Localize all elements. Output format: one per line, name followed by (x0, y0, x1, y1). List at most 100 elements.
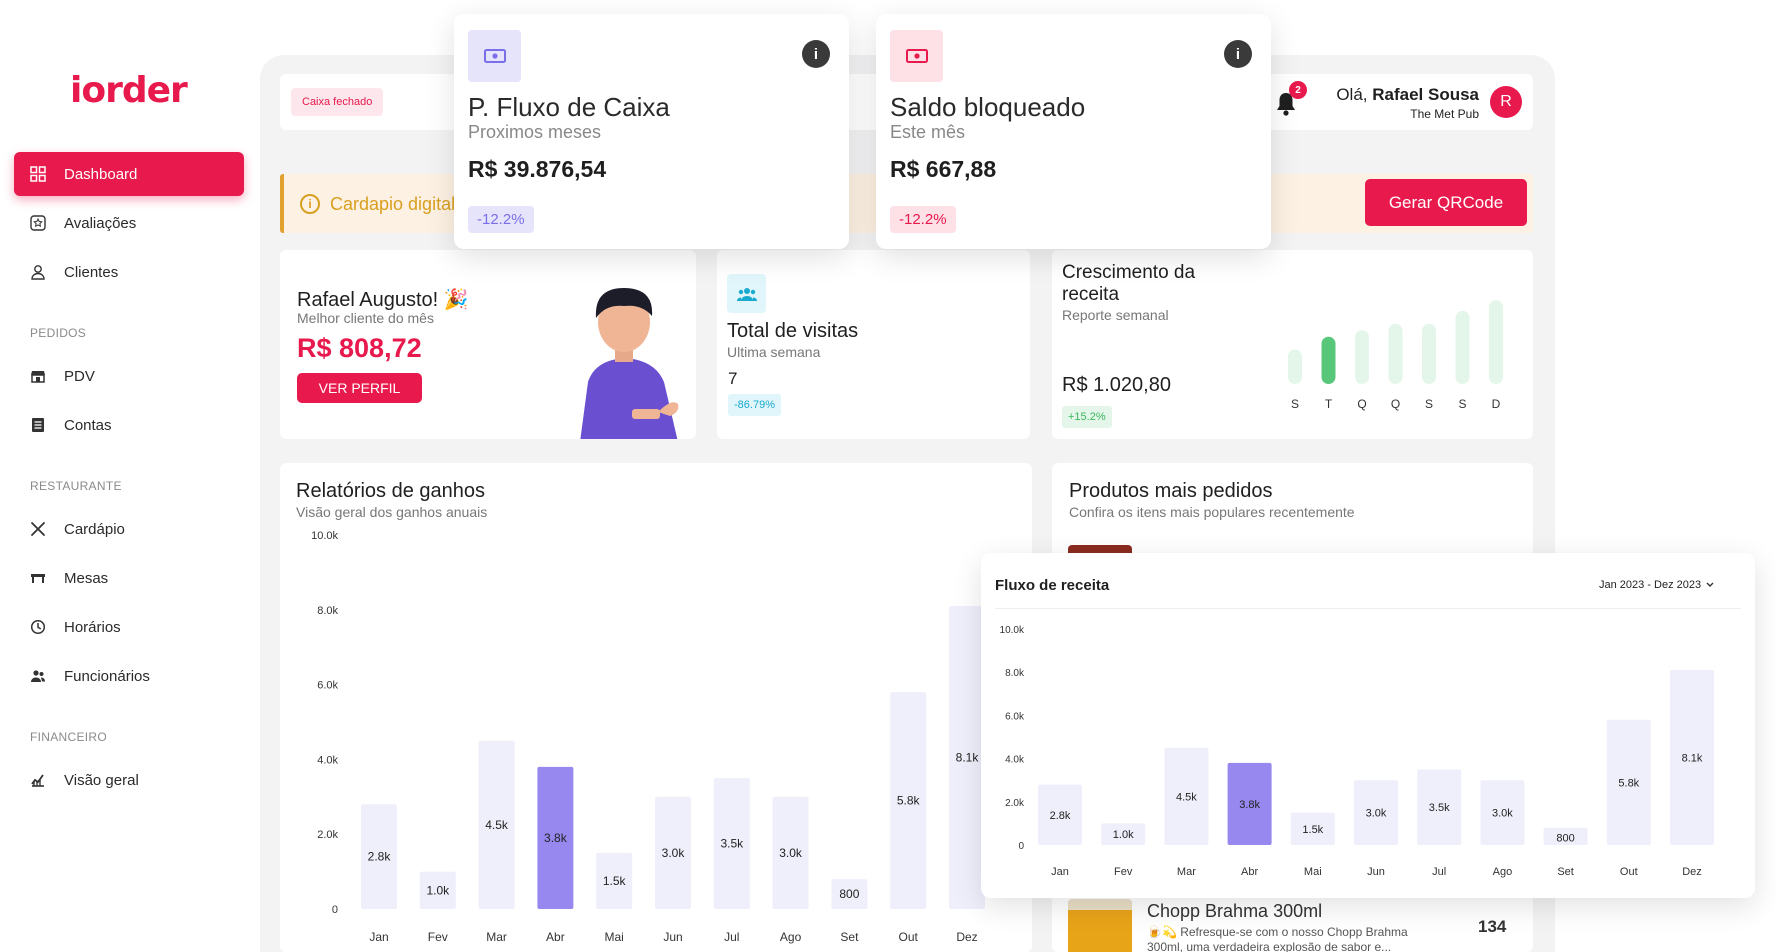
avatar-illustration (580, 288, 679, 439)
sidebar-item-mesas[interactable]: Mesas (14, 556, 244, 600)
y-tick-label: 2.0k (1005, 798, 1025, 809)
bar-value-label: 1.5k (603, 874, 627, 888)
bar (713, 778, 750, 909)
growth-bar (1422, 323, 1436, 384)
growth-bar (1489, 300, 1503, 384)
bar-value-label: 1.5k (1302, 824, 1323, 836)
earnings-title: Relatórios de ganhos (296, 480, 486, 502)
x-tick-label: Out (1620, 866, 1638, 878)
growth-value: R$ 1.020,80 (1062, 374, 1171, 396)
growth-title: Crescimento da receita (1062, 262, 1196, 305)
sidebar-item-clientes[interactable]: Clientes (14, 250, 244, 294)
clock-icon (30, 619, 46, 635)
bar-value-label: 3.0k (1492, 808, 1513, 820)
y-tick-label: 0 (332, 904, 338, 916)
x-tick-label: Ago (780, 930, 802, 944)
x-tick-label: Fev (1114, 866, 1133, 878)
visits-value: 7 (728, 369, 738, 388)
product-name: Chopp Brahma 300ml (1147, 901, 1323, 921)
x-tick-label: Jun (663, 930, 682, 944)
bar (1164, 747, 1209, 845)
bar (1101, 823, 1146, 845)
y-tick-label: 6.0k (317, 680, 338, 692)
weekday-label: T (1325, 397, 1333, 411)
money-icon (890, 30, 943, 82)
greeting: Olá, (1336, 85, 1368, 104)
bar (1417, 769, 1462, 845)
bar (890, 692, 927, 909)
x-tick-label: Mar (486, 930, 507, 944)
client-name: Rafael Augusto! (297, 289, 439, 311)
y-tick-label: 6.0k (1005, 711, 1025, 722)
money-icon (468, 30, 521, 82)
x-tick-label: Jan (1051, 866, 1069, 878)
sidebar-item-dashboard[interactable]: Dashboard (14, 152, 244, 196)
weekday-label: D (1492, 397, 1501, 411)
earnings-subtitle: Visão geral dos ganhos anuais (296, 504, 488, 520)
bar-value-label: 800 (1556, 833, 1574, 845)
cashflow-change-badge: -12.2% (468, 206, 534, 233)
sidebar-item-label: Horários (64, 618, 121, 636)
blocked-title: Saldo bloqueado (890, 92, 1086, 122)
view-profile-button[interactable]: VER PERFIL (297, 373, 422, 403)
growth-bar (1455, 310, 1470, 384)
section-restaurante: RESTAURANTE (30, 479, 122, 493)
sidebar-item-label: Avaliações (64, 214, 137, 232)
info-icon[interactable]: i (802, 40, 830, 68)
bar (1480, 780, 1525, 845)
avatar[interactable]: R (1490, 86, 1522, 118)
info-icon[interactable]: i (1224, 40, 1252, 68)
list-item[interactable]: Chopp Brahma 300ml 🍺💫 Refresque-se com o… (1068, 899, 1518, 952)
sidebar-item-horarios[interactable]: Horários (14, 605, 244, 649)
y-tick-label: 10.0k (1000, 625, 1025, 636)
notification-button[interactable]: 2 (1275, 81, 1307, 117)
bar-value-label: 3.5k (720, 837, 744, 851)
x-tick-label: Jul (1432, 866, 1446, 878)
product-count: 134 (1478, 917, 1507, 936)
users-icon (727, 274, 766, 313)
date-range-value: Jan 2023 - Dez 2023 (1599, 579, 1702, 591)
bar (1290, 812, 1335, 845)
visits-title: Total de visitas (727, 320, 859, 342)
user-info: Olá, Rafael Sousa The Met Pub (1336, 85, 1479, 121)
sidebar-item-cardapio[interactable]: Cardápio (14, 507, 244, 551)
sidebar: iorder Dashboard Avaliações Clientes PED… (0, 0, 258, 952)
revenue-flow-chart: 0 2.0k 4.0k 6.0k 8.0k 10.0k 2.8k Jan 1.0k Fev 4.5k… (1000, 625, 1714, 878)
x-tick-label: Set (1557, 866, 1574, 878)
party-icon: 🎉 (443, 289, 469, 311)
date-range-select[interactable]: Jan 2023 - Dez 2023 (1591, 573, 1722, 597)
visits-subtitle: Ultima semana (727, 344, 821, 360)
venue-name: The Met Pub (1410, 107, 1479, 121)
status-badge: Caixa fechado (291, 88, 384, 116)
blocked-subtitle: Este mês (890, 122, 966, 142)
info-circle-icon: i (300, 194, 320, 214)
sidebar-item-label: Clientes (64, 263, 119, 281)
growth-bar (1321, 336, 1336, 384)
x-tick-label: Jun (1367, 866, 1385, 878)
y-tick-label: 8.0k (1005, 668, 1025, 679)
growth-subtitle: Reporte semanal (1062, 307, 1169, 323)
sidebar-item-contas[interactable]: Contas (14, 403, 244, 447)
bar-value-label: 5.8k (897, 794, 921, 808)
growth-bar (1355, 330, 1369, 384)
section-pedidos: PEDIDOS (30, 326, 87, 340)
bar (478, 740, 515, 909)
sidebar-item-avaliacoes[interactable]: Avaliações (14, 201, 244, 245)
sidebar-item-visao-geral[interactable]: Visão geral (14, 758, 244, 802)
bar (772, 796, 809, 909)
blocked-value: R$ 667,88 (890, 156, 997, 182)
best-client-card: Rafael Augusto! 🎉 Melhor cliente do mês … (280, 250, 696, 439)
y-tick-label: 4.0k (1005, 755, 1025, 766)
generate-qrcode-button[interactable]: Gerar QRCode (1365, 179, 1527, 226)
divider (995, 608, 1741, 609)
sidebar-item-label: Funcionários (64, 667, 150, 685)
sidebar-item-funcionarios[interactable]: Funcionários (14, 654, 244, 698)
sidebar-item-label: Visão geral (64, 771, 139, 789)
visits-card: Total de visitas Ultima semana 7 -86.79% (717, 250, 1030, 439)
sidebar-item-pdv[interactable]: PDV (14, 354, 244, 398)
cashflow-kpi-card: i P. Fluxo de Caixa Proximos meses R$ 39… (454, 14, 849, 249)
y-tick-label: 2.0k (317, 829, 338, 841)
bar (831, 879, 868, 909)
products-title: Produtos mais pedidos (1069, 480, 1273, 502)
x-tick-label: Jan (369, 930, 388, 944)
